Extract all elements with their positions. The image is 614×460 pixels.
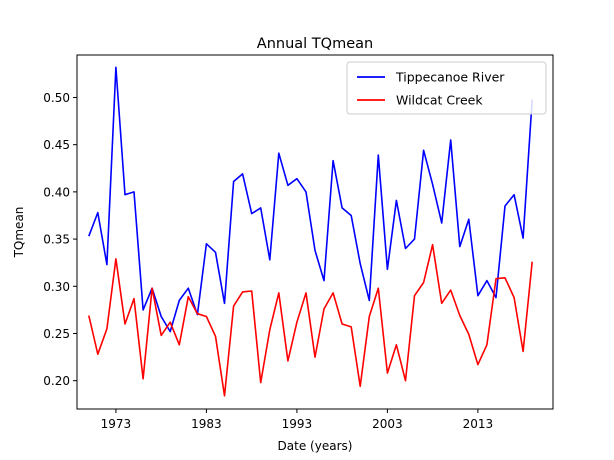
y-tick-label: 0.20	[43, 374, 70, 388]
y-tick-label: 0.45	[43, 138, 70, 152]
series-line-0	[88, 66, 533, 333]
chart-title: Annual TQmean	[257, 36, 373, 52]
x-tick-label: 1983	[191, 417, 222, 431]
legend: Tippecanoe River Wildcat Creek	[346, 61, 547, 115]
x-axis: 1973 1983 1993 2003 2013	[101, 409, 494, 431]
plot-lines	[88, 66, 533, 397]
x-tick-label: 2003	[372, 417, 403, 431]
y-tick-label: 0.25	[43, 327, 70, 341]
plot-frame	[76, 54, 554, 410]
y-tick-label: 0.40	[43, 185, 70, 199]
y-tick-label: 0.35	[43, 233, 70, 247]
legend-label-0: Tippecanoe River	[395, 70, 505, 85]
x-tick-label: 1993	[282, 417, 313, 431]
y-tick-label: 0.50	[43, 91, 70, 105]
y-axis: 0.20 0.25 0.30 0.35 0.40 0.45 0.50	[43, 91, 77, 388]
x-tick-label: 2013	[463, 417, 494, 431]
series-line-1	[88, 243, 533, 397]
legend-box	[346, 61, 547, 115]
x-tick-label: 1973	[101, 417, 132, 431]
legend-label-1: Wildcat Creek	[396, 93, 483, 108]
y-axis-label: TQmean	[12, 207, 26, 259]
y-tick-label: 0.30	[43, 280, 70, 294]
x-axis-label: Date (years)	[278, 439, 353, 453]
